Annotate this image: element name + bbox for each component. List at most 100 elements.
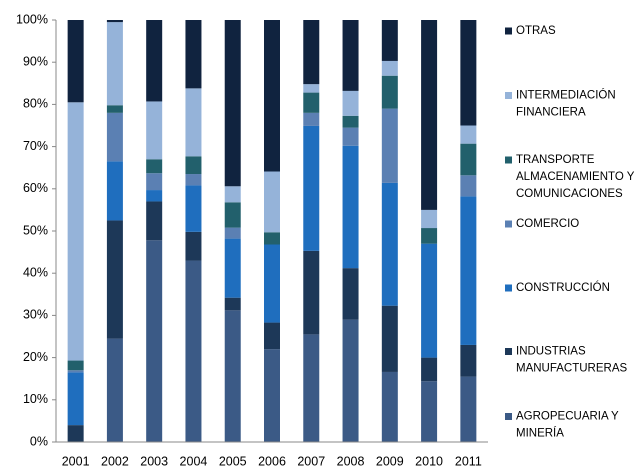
- bar-segment: [264, 322, 280, 350]
- bar-segment: [224, 227, 241, 239]
- bar-segment: [185, 20, 202, 89]
- y-tick-label: 80%: [23, 97, 48, 111]
- y-tick-label: 10%: [23, 392, 48, 406]
- bar-segment: [342, 268, 359, 320]
- bar-segment: [264, 244, 280, 323]
- bar-segment: [342, 145, 359, 269]
- bar-segment: [460, 143, 477, 176]
- x-tick-label: 2011: [455, 454, 482, 468]
- bar-segment: [381, 371, 398, 442]
- bar-segment: [264, 232, 280, 245]
- legend-label: TRANSPORTE ALMACENAMIENTO Y COMUNICACIONES: [516, 154, 635, 200]
- bar-segment: [303, 20, 320, 85]
- bar-segment: [106, 112, 123, 162]
- bar-segment: [185, 174, 202, 186]
- y-tick-label: 30%: [23, 308, 48, 322]
- y-tick-label: 100%: [16, 12, 48, 26]
- bar-segment: [224, 186, 241, 203]
- bar-segment: [303, 92, 320, 113]
- x-tick-label: 2010: [415, 454, 443, 468]
- bar-segment: [67, 360, 84, 371]
- x-tick-label: 2008: [337, 454, 365, 468]
- bar-segment: [381, 182, 398, 306]
- bar-segment: [460, 196, 477, 345]
- bar-segment: [67, 20, 84, 103]
- bar-segment: [421, 228, 438, 244]
- bar-segment: [381, 305, 398, 372]
- legend-swatch: [505, 220, 512, 228]
- x-tick-label: 2005: [219, 454, 247, 468]
- bar-segment: [146, 101, 163, 160]
- legend-label: CONSTRUCCIÓN: [516, 281, 610, 294]
- bar-segment: [421, 357, 438, 382]
- bar-segment: [146, 201, 163, 241]
- x-tick-label: 2001: [62, 454, 90, 468]
- bar-segment: [342, 127, 359, 146]
- y-tick-label: 60%: [23, 181, 48, 195]
- bar-segment: [460, 344, 477, 377]
- legend-label: INTERMEDIACIÓN FINANCIERA: [516, 89, 616, 119]
- bar-segment: [381, 75, 398, 109]
- bar-segment: [421, 20, 438, 210]
- bar-segment: [106, 220, 123, 339]
- x-tick-label: 2002: [101, 454, 129, 468]
- legend-label: INDUSTRIAS MANUFACTURERAS: [516, 346, 628, 375]
- bar-segment: [264, 20, 280, 172]
- bar-segment: [342, 115, 359, 128]
- bar-segment: [421, 381, 438, 442]
- bar-segment: [106, 20, 123, 23]
- bar-segment: [185, 260, 202, 442]
- y-tick-label: 90%: [23, 54, 48, 68]
- legend-swatch: [505, 156, 512, 164]
- legend-swatch: [505, 92, 512, 99]
- bar-segment: [342, 90, 359, 116]
- bar-segment: [460, 376, 477, 442]
- bar-segment: [67, 425, 84, 442]
- bar-segment: [67, 102, 84, 361]
- x-tick-label: 2009: [376, 454, 404, 468]
- legend-swatch: [505, 413, 512, 420]
- bar-segment: [224, 20, 241, 187]
- bar-segment: [185, 156, 202, 175]
- bar-segment: [106, 161, 123, 221]
- bar-segment: [460, 175, 477, 197]
- x-tick-label: 2007: [297, 454, 325, 468]
- bar-segment: [381, 60, 398, 76]
- bar-segment: [381, 108, 398, 183]
- bar-segment: [185, 185, 202, 232]
- y-tick-label: 70%: [23, 139, 48, 153]
- bar-segment: [342, 20, 359, 91]
- bar-segment: [303, 125, 320, 251]
- legend-swatch: [505, 27, 512, 35]
- bar-segment: [421, 209, 438, 229]
- bar-segment: [264, 171, 280, 233]
- y-tick-label: 20%: [23, 350, 48, 364]
- bar-segment: [67, 372, 84, 426]
- bar-segment: [106, 105, 123, 113]
- bar-segment: [460, 20, 477, 126]
- bar-segment: [264, 349, 280, 442]
- bar-segment: [381, 20, 398, 61]
- bar-segment: [146, 240, 163, 442]
- bar-segment: [224, 202, 241, 228]
- y-tick-label: 50%: [23, 223, 48, 237]
- legend-label: COMERCIO: [516, 218, 579, 230]
- bar-segment: [224, 238, 241, 298]
- bar-segment: [185, 231, 202, 261]
- bar-segment: [146, 20, 163, 102]
- x-tick-label: 2003: [140, 454, 168, 468]
- bar-segment: [421, 243, 438, 358]
- bar-segment: [224, 297, 241, 311]
- y-tick-label: 0%: [30, 434, 48, 448]
- bar-segment: [224, 310, 241, 442]
- bar-segment: [342, 319, 359, 442]
- bar-segment: [303, 84, 320, 93]
- x-tick-label: 2006: [258, 454, 286, 468]
- bar-segment: [303, 334, 320, 442]
- bar-segment: [146, 159, 163, 174]
- legend-label: AGROPECUARIA Y MINERÍA: [516, 411, 619, 440]
- legend-swatch: [505, 284, 512, 292]
- bar-segment: [106, 22, 123, 106]
- legend-label: OTRAS: [516, 25, 556, 37]
